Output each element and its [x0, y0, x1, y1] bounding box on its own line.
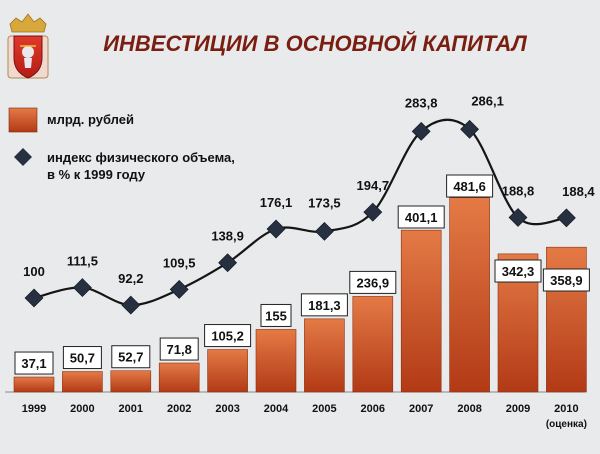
index-marker-2006 [363, 202, 383, 222]
x-tick-2007: 2007 [409, 403, 433, 415]
index-value-labels: 100 111,5 92,2 109,5 138,9 176,1 173,5 194,7 283… [23, 93, 595, 286]
index-marker-2008 [460, 119, 480, 139]
legend-label-bars: млрд. рублей [47, 112, 134, 127]
legend-label-index: индекс физического объема, [47, 150, 235, 165]
svg-text:155: 155 [265, 308, 287, 323]
index-label-2007: 283,8 [405, 95, 438, 110]
bar-label-2006: 236,9 [349, 270, 397, 294]
svg-text:342,3: 342,3 [502, 264, 535, 279]
svg-text:105,2: 105,2 [211, 329, 244, 344]
bar-label-1999: 37,1 [14, 351, 54, 375]
svg-text:52,7: 52,7 [118, 350, 143, 365]
svg-text:358,9: 358,9 [550, 273, 583, 288]
legend-diamond-marker [14, 148, 32, 166]
bar-label-2010: 358,9 [542, 268, 590, 292]
x-axis-tick-labels: 1999 2000 2001 2002 2003 2004 2005 2006 2007 2008… [22, 403, 587, 430]
bar-series [13, 197, 587, 393]
index-label-2009: 188,8 [502, 184, 535, 199]
bar-label-2001: 52,7 [111, 345, 151, 369]
index-markers [24, 119, 576, 315]
index-marker-2002 [169, 279, 189, 299]
index-marker-2009 [508, 208, 528, 227]
x-tick-1999: 1999 [22, 403, 46, 415]
bar-label-2008: 481,6 [446, 174, 494, 198]
coat-of-arms-logo [7, 13, 49, 79]
bar-label-2005: 181,3 [300, 293, 348, 317]
bar-2000 [62, 371, 103, 393]
x-tick-2005: 2005 [312, 403, 336, 415]
bar-label-2002: 71,8 [159, 337, 199, 361]
bar-value-labels: 37,1 50,7 52,7 71,8 105,2 155 181,3 236,9 401,1 4… [14, 174, 590, 375]
x-tick-2009: 2009 [506, 403, 530, 415]
index-marker-2010 [556, 208, 576, 228]
index-label-2003: 138,9 [211, 229, 244, 244]
index-label-2001: 92,2 [118, 271, 143, 286]
svg-text:481,6: 481,6 [453, 179, 486, 194]
bar-2005 [304, 318, 345, 393]
x-tick-2001: 2001 [119, 403, 143, 415]
index-label-2010: 188,4 [562, 184, 595, 199]
chart-title: ИНВЕСТИЦИИ В ОСНОВНОЙ КАПИТАЛ [103, 30, 527, 56]
index-marker-1999 [24, 288, 44, 308]
bar-2002 [158, 362, 200, 393]
bar-2008 [449, 197, 490, 393]
svg-text:37,1: 37,1 [21, 356, 46, 371]
x-tick-2003: 2003 [215, 403, 239, 415]
index-marker-2007 [411, 121, 431, 141]
index-marker-2004 [266, 219, 286, 239]
bar-1999 [13, 376, 55, 393]
svg-text:401,1: 401,1 [405, 210, 438, 225]
legend: млрд. рублей индекс физического объема, … [8, 107, 235, 182]
bar-label-2004: 155 [260, 303, 292, 327]
index-marker-2003 [218, 253, 238, 273]
bar-label-2000: 50,7 [62, 346, 102, 370]
x-tick-sublabel-2010: (оценка) [546, 419, 587, 430]
bar-2003 [207, 349, 248, 393]
svg-text:50,7: 50,7 [70, 351, 95, 366]
x-tick-2000: 2000 [70, 403, 94, 415]
x-tick-2008: 2008 [457, 403, 481, 415]
svg-text:181,3: 181,3 [308, 298, 341, 313]
svg-text:236,9: 236,9 [357, 275, 390, 290]
index-marker-2001 [121, 295, 141, 315]
bar-label-2009: 342,3 [494, 259, 542, 283]
bar-2007 [400, 229, 442, 393]
legend-bar-swatch [8, 107, 38, 133]
index-marker-2005 [314, 221, 334, 241]
index-label-2002: 109,5 [163, 255, 196, 270]
bar-2006 [352, 296, 394, 393]
index-label-2008: 286,1 [471, 93, 504, 108]
legend-label-index-line2: в % к 1999 году [47, 167, 146, 182]
index-label-2004: 176,1 [260, 195, 293, 210]
x-tick-2004: 2004 [264, 403, 289, 415]
bar-2001 [110, 370, 152, 393]
bar-label-2007: 401,1 [397, 205, 445, 229]
bar-label-2003: 105,2 [204, 324, 252, 348]
index-label-1999: 100 [23, 264, 45, 279]
index-marker-2000 [72, 278, 92, 297]
index-label-2006: 194,7 [357, 178, 390, 193]
index-label-2005: 173,5 [308, 195, 341, 210]
index-label-2000: 111,5 [67, 254, 98, 269]
x-tick-2002: 2002 [167, 403, 191, 415]
svg-text:71,8: 71,8 [167, 342, 192, 357]
x-tick-2006: 2006 [361, 403, 385, 415]
x-tick-2010: 2010 [554, 403, 578, 415]
bar-2004 [255, 329, 297, 393]
